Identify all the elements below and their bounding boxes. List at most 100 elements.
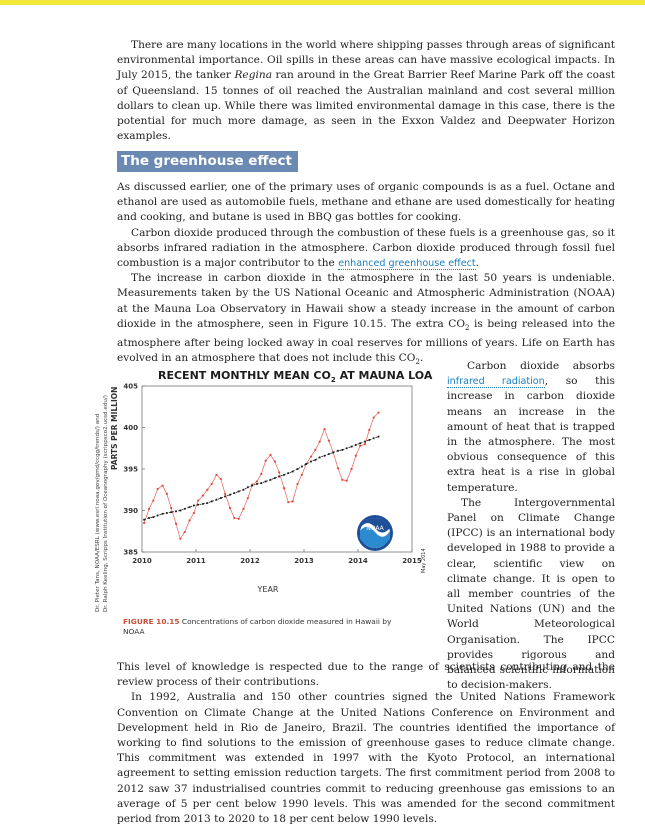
trend-point bbox=[310, 460, 312, 463]
right1-text: Carbon dioxide absorbs bbox=[467, 360, 615, 372]
p3-text-a: The increase in carbon dioxide in the at… bbox=[117, 272, 615, 330]
monthly-mean-point bbox=[345, 479, 348, 482]
trend-point bbox=[337, 449, 339, 452]
monthly-mean-point bbox=[309, 455, 313, 458]
trend-point bbox=[260, 482, 263, 485]
monthly-mean-point bbox=[237, 517, 240, 520]
monthly-mean-point bbox=[260, 472, 263, 476]
trend-point bbox=[188, 506, 191, 509]
p3-sub: 2 bbox=[465, 323, 470, 332]
trend-point bbox=[197, 503, 200, 506]
infrared-radiation-link[interactable]: infrared radiation bbox=[447, 376, 545, 389]
monthly-mean-point bbox=[323, 428, 326, 431]
x-tick-label: 2012 bbox=[240, 557, 260, 565]
trend-point bbox=[377, 435, 380, 438]
monthly-mean-line bbox=[143, 412, 379, 540]
monthly-mean-point bbox=[161, 484, 164, 487]
trend-point bbox=[345, 447, 348, 450]
monthly-mean-point bbox=[327, 439, 330, 442]
monthly-mean-point bbox=[242, 507, 245, 510]
figure-credit: Dr. Pieter Tans, NOAA/ESRL (www.esrl.noa… bbox=[94, 395, 110, 612]
trend-point bbox=[215, 498, 218, 501]
monthly-mean-point bbox=[332, 451, 335, 454]
monthly-mean-point bbox=[210, 482, 213, 486]
monthly-mean-point bbox=[224, 492, 227, 495]
trend-point bbox=[256, 483, 258, 485]
trend-point bbox=[242, 488, 245, 491]
trend-point bbox=[192, 504, 195, 507]
monthly-mean-point bbox=[282, 486, 286, 490]
plot-frame bbox=[141, 385, 413, 553]
intro-text-b: ran around in the Great Barrier Reef Mar… bbox=[117, 69, 615, 143]
monthly-mean-point bbox=[273, 460, 276, 463]
trend-point bbox=[278, 475, 281, 478]
trend-point bbox=[246, 486, 249, 489]
monthly-mean-point bbox=[165, 492, 168, 495]
trend-point bbox=[152, 516, 155, 519]
monthly-mean-point bbox=[170, 506, 173, 510]
trend-point bbox=[202, 502, 204, 505]
paragraph-co2-greenhouse: Carbon dioxide produced through the comb… bbox=[117, 226, 615, 272]
trend-point bbox=[179, 509, 182, 512]
x-tick-label: 2010 bbox=[132, 557, 152, 565]
trend-point bbox=[327, 453, 330, 455]
trend-point bbox=[148, 517, 150, 519]
monthly-mean-point bbox=[336, 467, 340, 470]
monthly-mean-point bbox=[314, 448, 317, 452]
p3-text-b: is being released into the atmosphere af… bbox=[117, 317, 615, 365]
trend-point bbox=[291, 470, 294, 473]
y-tick-label: 385 bbox=[123, 549, 138, 557]
trend-point bbox=[156, 514, 159, 517]
p3-end: . bbox=[419, 352, 424, 365]
noaa-logo: NOAA bbox=[357, 515, 393, 551]
figure-caption-text: Concentrations of carbon dioxide measure… bbox=[123, 617, 392, 636]
trend-point bbox=[143, 518, 146, 521]
trend-point bbox=[269, 478, 272, 481]
p2-text: Carbon dioxide produced through the comb… bbox=[117, 226, 615, 270]
monthly-mean-point bbox=[359, 444, 362, 447]
monthly-mean-point bbox=[183, 530, 186, 534]
monthly-mean-point bbox=[147, 507, 151, 510]
paragraph-kyoto: In 1992, Australia and 150 other countri… bbox=[117, 691, 615, 826]
trend-point bbox=[364, 440, 366, 443]
date-stamp: May 2014 bbox=[421, 548, 427, 573]
intro-paragraph: There are many locations in the world wh… bbox=[117, 38, 615, 144]
trend-point bbox=[161, 512, 164, 515]
monthly-mean-point bbox=[264, 459, 267, 462]
trend-point bbox=[354, 444, 357, 446]
monthly-mean-point bbox=[278, 471, 281, 474]
monthly-mean-point bbox=[188, 519, 191, 522]
monthly-mean-point bbox=[215, 473, 218, 476]
monthly-mean-point bbox=[318, 440, 321, 443]
monthly-mean-point bbox=[350, 467, 353, 471]
x-tick-label: 2013 bbox=[294, 557, 314, 565]
bottom-block: This level of knowledge is respected due… bbox=[117, 660, 615, 827]
trend-point bbox=[251, 484, 254, 487]
y-tick-label: 390 bbox=[123, 507, 138, 515]
monthly-mean-point bbox=[296, 482, 299, 486]
monthly-mean-point bbox=[291, 500, 294, 503]
trend-point bbox=[237, 490, 240, 493]
p3-sub2: 2 bbox=[415, 358, 420, 367]
ship-name: Regina bbox=[234, 69, 273, 82]
trend-point bbox=[332, 451, 335, 454]
paragraph-fuels: As discussed earlier, one of the primary… bbox=[117, 181, 615, 224]
chart-title-end: AT MAUNA LOA bbox=[335, 369, 433, 382]
trend-point bbox=[273, 477, 276, 480]
monthly-mean-point bbox=[300, 473, 303, 476]
intro-text-a: There are many locations in the world wh… bbox=[117, 39, 615, 82]
right-column: Carbon dioxide absorbs infrared radiatio… bbox=[447, 359, 615, 693]
paragraph-mauna-loa: The increase in carbon dioxide in the at… bbox=[117, 271, 615, 370]
monthly-mean-point bbox=[287, 501, 290, 504]
chart-x-axis-label: YEAR bbox=[257, 585, 279, 594]
monthly-mean-point bbox=[246, 496, 249, 500]
trend-point bbox=[170, 511, 173, 514]
y-tick-label: 400 bbox=[123, 424, 138, 432]
trend-point bbox=[210, 500, 213, 503]
trend-point bbox=[318, 456, 321, 459]
paragraph-ipcc: The Intergovernmental Panel on Climate C… bbox=[447, 496, 615, 692]
trend-point bbox=[165, 512, 168, 514]
trend-point bbox=[323, 454, 326, 457]
enhanced-greenhouse-effect-link[interactable]: enhanced greenhouse effect bbox=[338, 258, 476, 271]
paragraph-infrared: Carbon dioxide absorbs infrared radiatio… bbox=[447, 359, 615, 496]
